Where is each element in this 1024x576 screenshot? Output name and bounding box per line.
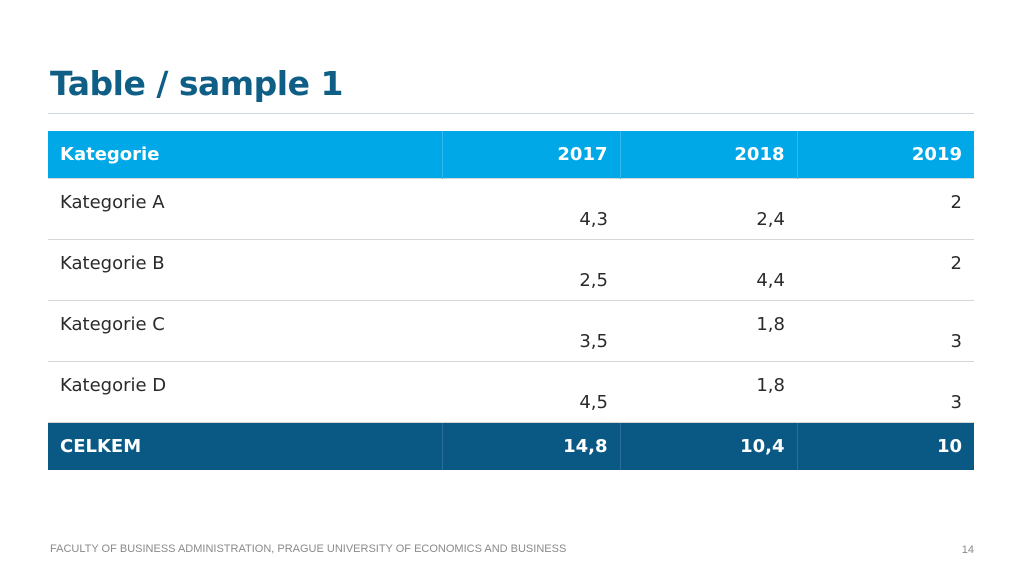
row-label: Kategorie D (48, 361, 442, 423)
column-header-2018: 2018 (619, 131, 797, 179)
table-total-row: CELKEM 14,8 10,4 10 (48, 422, 974, 470)
table-row: Kategorie A 4,3 2,4 2 (48, 178, 974, 240)
total-2018: 10,4 (619, 422, 797, 470)
data-table: Kategorie 2017 2018 2019 Kategorie A 4,3… (48, 131, 974, 470)
cell-2018: 1,8 (620, 361, 797, 423)
page-number: 14 (961, 544, 974, 556)
total-2019: 10 (796, 422, 974, 470)
row-label: Kategorie C (48, 300, 442, 362)
column-header-category: Kategorie (48, 131, 442, 179)
total-label: CELKEM (48, 422, 442, 470)
footer-text: FACULTY OF BUSINESS ADMINISTRATION, PRAG… (50, 543, 567, 555)
cell-2019: 2 (797, 178, 974, 240)
cell-2019: 3 (797, 361, 974, 423)
table-row: Kategorie B 2,5 4,4 2 (48, 239, 974, 301)
cell-2017: 3,5 (442, 300, 620, 362)
total-2017: 14,8 (441, 422, 620, 470)
cell-2019: 2 (797, 239, 974, 301)
title-divider (48, 113, 974, 114)
row-label: Kategorie B (48, 239, 442, 301)
cell-2017: 2,5 (442, 239, 620, 301)
table-header-row: Kategorie 2017 2018 2019 (48, 131, 974, 179)
cell-2018: 2,4 (620, 178, 797, 240)
cell-2017: 4,3 (442, 178, 620, 240)
cell-2017: 4,5 (442, 361, 620, 423)
column-header-2019: 2019 (796, 131, 974, 179)
cell-2019: 3 (797, 300, 974, 362)
slide-title: Table / sample 1 (50, 64, 343, 103)
column-header-2017: 2017 (441, 131, 620, 179)
cell-2018: 4,4 (620, 239, 797, 301)
table-row: Kategorie C 3,5 1,8 3 (48, 300, 974, 362)
row-label: Kategorie A (48, 178, 442, 240)
table-row: Kategorie D 4,5 1,8 3 (48, 361, 974, 423)
cell-2018: 1,8 (620, 300, 797, 362)
